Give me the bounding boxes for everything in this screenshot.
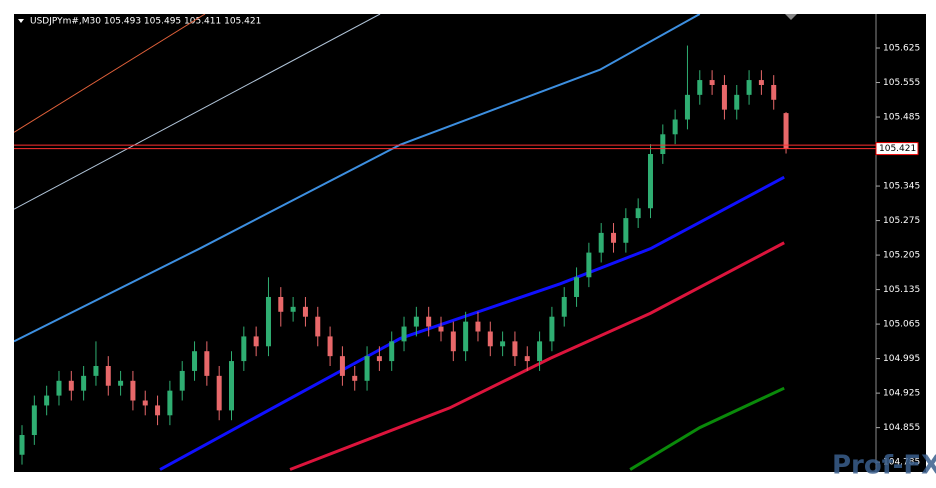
candle-body <box>229 361 235 411</box>
candle-body <box>783 113 789 149</box>
chart-title: USDJPYm#,M30 105.493 105.495 105.411 105… <box>30 17 261 27</box>
candle-body <box>68 380 74 391</box>
y-tick-label: 105.345 <box>883 182 920 192</box>
y-tick-label: 105.485 <box>883 113 920 123</box>
candle-body <box>81 375 87 391</box>
candle-body <box>155 405 161 416</box>
indicator-line <box>14 14 206 133</box>
candle-body <box>697 80 703 95</box>
candle-body <box>721 84 727 110</box>
candle-body <box>611 232 617 243</box>
y-tick-label: 105.065 <box>883 320 920 330</box>
candle-body <box>450 331 456 352</box>
candle-body <box>118 380 124 386</box>
candle-body <box>574 277 580 297</box>
candle-body <box>278 296 284 312</box>
candle-body <box>364 356 370 381</box>
current-price-box <box>875 142 919 156</box>
candle-body <box>376 356 382 362</box>
candle-body <box>549 316 555 342</box>
candle-body <box>524 356 530 362</box>
menu-arrow <box>18 19 24 23</box>
candle-body <box>253 336 259 347</box>
candle-body <box>487 331 493 347</box>
candle-body <box>709 80 715 85</box>
candle-body <box>167 390 173 416</box>
candle-body <box>734 94 740 110</box>
candle-body <box>635 208 641 219</box>
candle-body <box>758 80 764 85</box>
candle-body <box>500 341 506 347</box>
candle-body <box>315 316 321 337</box>
candle-body <box>352 375 358 381</box>
candle-body <box>771 84 777 100</box>
candle-body <box>684 94 690 120</box>
candle-body <box>302 306 308 317</box>
candle-body <box>105 366 111 386</box>
candle-body <box>93 366 99 376</box>
y-tick-label: 105.205 <box>883 251 920 261</box>
candle-body <box>438 326 444 332</box>
y-tick-label: 104.995 <box>883 354 920 364</box>
candle-body <box>389 341 395 362</box>
candle-body <box>463 321 469 352</box>
candle-body <box>512 341 518 357</box>
candle-body <box>44 395 50 406</box>
candle-body <box>401 326 407 342</box>
shift-marker <box>785 14 797 20</box>
candle-body <box>192 351 198 371</box>
indicator-line <box>289 241 785 471</box>
y-tick-label: 104.785 <box>883 458 920 468</box>
candle-body <box>647 154 653 209</box>
candle-body <box>204 351 210 376</box>
indicator-line <box>629 386 785 471</box>
candle-body <box>216 375 222 411</box>
candle-body <box>426 316 432 327</box>
y-tick-label: 105.275 <box>883 216 920 226</box>
candle-body <box>31 405 37 436</box>
candle-body <box>598 232 604 253</box>
candle-body <box>130 380 136 401</box>
candle-body <box>475 321 481 332</box>
candle-body <box>413 316 419 327</box>
indicator-line <box>159 175 785 471</box>
y-tick-label: 104.855 <box>883 423 920 433</box>
candle-body <box>660 134 666 155</box>
y-tick-label: 105.625 <box>883 44 920 54</box>
indicator-line <box>14 14 381 210</box>
candle-body <box>19 435 25 455</box>
candle-body <box>746 80 752 95</box>
candle-body <box>290 306 296 312</box>
candle-body <box>672 119 678 135</box>
watermark: Prof-FX <box>832 451 936 481</box>
candle-body <box>179 370 185 391</box>
candle-body <box>561 296 567 317</box>
candle-body <box>142 400 148 406</box>
candle-body <box>537 341 543 362</box>
candle-body <box>241 336 247 362</box>
candle-body <box>586 252 592 278</box>
chart-background <box>14 14 926 472</box>
current-price-label: 105.421 <box>879 144 916 154</box>
y-tick-label: 105.555 <box>883 78 920 88</box>
candle-body <box>339 356 345 376</box>
y-tick-label: 105.135 <box>883 285 920 295</box>
candle-body <box>327 336 333 357</box>
y-tick-label: 104.925 <box>883 389 920 399</box>
candle-body <box>623 218 629 243</box>
candle-body <box>56 380 62 396</box>
candle-body <box>265 296 271 347</box>
